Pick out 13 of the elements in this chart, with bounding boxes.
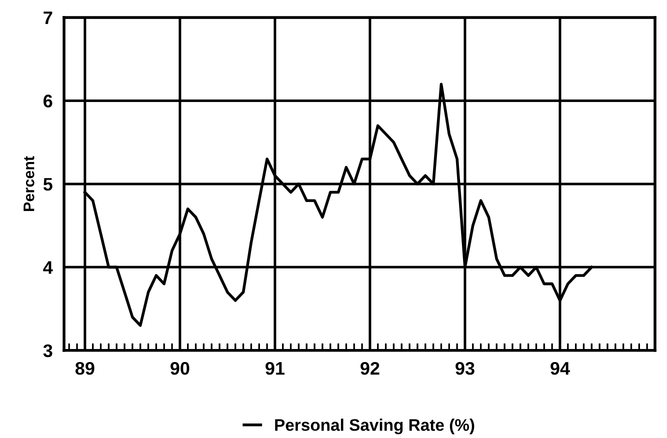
x-tick-label: 93 <box>456 362 474 375</box>
y-tick-label: 6 <box>44 94 52 108</box>
x-tick-label: 94 <box>550 362 570 375</box>
x-tick-label: 90 <box>170 362 190 375</box>
legend-label: Personal Saving Rate (%) <box>275 418 474 434</box>
x-tick-label: 92 <box>360 362 380 375</box>
y-tick-label: 7 <box>44 12 52 24</box>
y-tick-label: 5 <box>43 178 52 191</box>
x-tick-label: 91 <box>266 362 284 375</box>
y-axis-title: Percent <box>24 156 34 211</box>
y-tick-label: 4 <box>43 261 53 274</box>
y-tick-label: 3 <box>43 344 52 358</box>
x-tick-label: 89 <box>75 362 94 375</box>
